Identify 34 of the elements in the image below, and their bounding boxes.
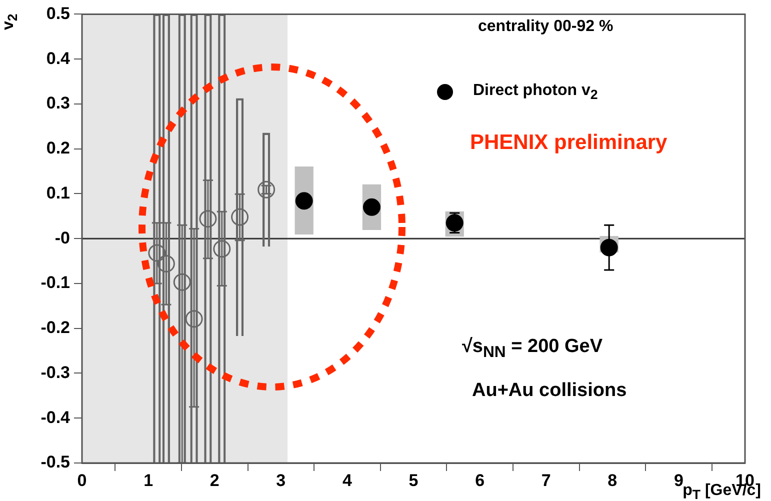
- point: [148, 244, 166, 262]
- y-tick-label: 0.4: [46, 48, 71, 68]
- point: [185, 310, 203, 328]
- point: [231, 208, 249, 226]
- x-tick-label: 2: [210, 470, 220, 490]
- annotation: PHENIX preliminary: [470, 131, 668, 155]
- y-tick-label: -0.5: [40, 452, 70, 472]
- x-tick-label: 6: [475, 470, 485, 490]
- annotation: centrality 00-92 %: [478, 18, 614, 36]
- x-tick-label: 7: [541, 470, 551, 490]
- x-tick-label: 8: [608, 470, 618, 490]
- annotation: √s$_{NN}$ = 200 GeV: [462, 336, 603, 362]
- x-tick-label: 9: [674, 470, 684, 490]
- point: [173, 273, 191, 291]
- y-tick-label: 0.2: [46, 138, 70, 158]
- x-tick-label: 3: [276, 470, 286, 490]
- point: [157, 254, 175, 272]
- annotation: Au+Au collisions: [472, 380, 627, 402]
- y-tick-label: -0.1: [40, 273, 70, 292]
- y-tick-label: 0.5: [46, 4, 70, 23]
- y-tick-label: -0.2: [40, 318, 70, 338]
- x-tick-label: 4: [342, 470, 352, 490]
- point: [213, 240, 231, 258]
- point: [199, 210, 217, 228]
- y-tick-label: -0.4: [40, 408, 71, 427]
- x-tick-label: 5: [408, 470, 418, 490]
- legend-label: Direct photon v$_{2}$: [473, 82, 598, 102]
- y-tick-label: -0: [54, 228, 70, 248]
- y-tick-label: 0.1: [46, 183, 70, 202]
- x-tick-label: 0: [77, 470, 87, 490]
- x-tick-label: 1: [144, 470, 154, 490]
- y-tick-label: 0.3: [46, 94, 70, 113]
- point: [258, 180, 276, 198]
- y-tick-label: -0.3: [40, 362, 70, 382]
